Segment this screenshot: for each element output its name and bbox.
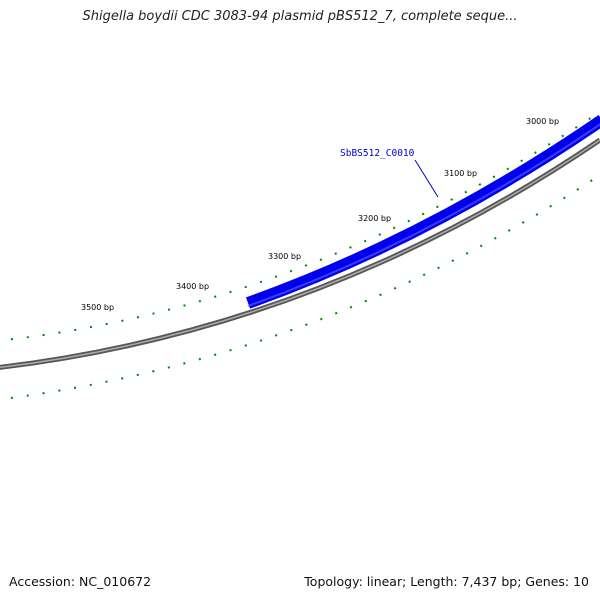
gene-label[interactable]: SbBS512_C0010 — [340, 148, 415, 159]
tick-label-3100: 3100 bp — [444, 169, 477, 178]
gene-label-line — [414, 159, 439, 198]
tick-label-3200: 3200 bp — [358, 214, 391, 223]
tick-label-3300: 3300 bp — [268, 252, 301, 261]
gene-feature-shade — [247, 123, 600, 307]
accession-text: Accession: NC_010672 — [9, 574, 152, 589]
tick-label-3000: 3000 bp — [526, 117, 559, 126]
gene-feature[interactable] — [245, 115, 600, 309]
tick-label-3400: 3400 bp — [176, 282, 209, 291]
tick-label-3500: 3500 bp — [81, 303, 114, 312]
backbone-highlight — [0, 139, 600, 369]
topology-summary: Topology: linear; Length: 7,437 bp; Gene… — [304, 574, 589, 589]
map-title: Shigella boydii CDC 3083-94 plasmid pBS5… — [82, 9, 518, 24]
